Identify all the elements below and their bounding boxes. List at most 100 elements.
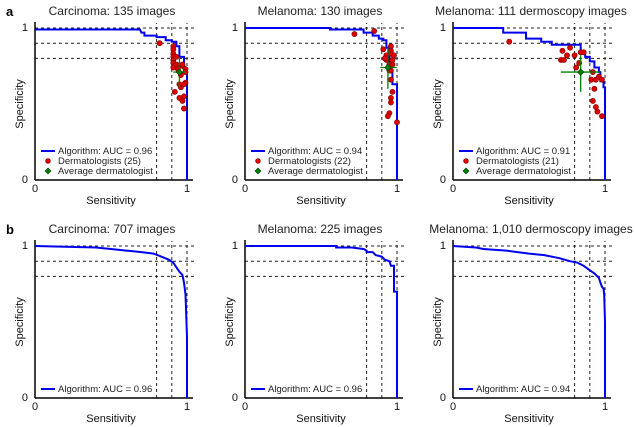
y-axis-label: Specificity [14, 79, 26, 129]
average-dermatologist-point [577, 68, 585, 76]
y-tick-label: 1 [440, 22, 446, 34]
x-tick-label: 1 [602, 183, 608, 195]
dermatologist-point [567, 44, 573, 51]
panel-letter: a [6, 4, 14, 19]
x-axis-label: Sensitivity [504, 195, 554, 207]
dermatologist-point [391, 52, 397, 59]
legend-label: Average dermatologist [268, 166, 363, 177]
dermatologist-point [588, 76, 595, 83]
panel-title: Carcinoma: 135 images [49, 4, 176, 18]
roc-panel: b Carcinoma: 707 images 0 1 0 1 Sensitivity Spe… [6, 222, 197, 425]
x-tick-label: 0 [242, 401, 248, 413]
y-tick-label: 0 [22, 392, 28, 404]
dermatologist-point [389, 61, 396, 68]
legend-label: Dermatologists (21) [476, 156, 559, 167]
average-dermatologist-point [175, 68, 184, 76]
panel-title: Melanoma: 130 images [258, 4, 383, 18]
y-axis-label: Specificity [14, 297, 26, 347]
dermatologist-point [589, 98, 596, 104]
legend-label: Algorithm: AUC = 0.94 [476, 384, 570, 395]
dermatologist-point [351, 31, 358, 37]
legend-label: Algorithm: AUC = 0.94 [268, 146, 362, 157]
y-axis-label: Specificity [432, 297, 444, 347]
x-tick-label: 1 [602, 401, 608, 413]
roc-curve [245, 245, 398, 398]
dermatologist-point [181, 93, 187, 100]
x-axis-label: Sensitivity [296, 413, 346, 425]
dermatologist-point [580, 49, 587, 56]
legend-swatch-dermatologists [255, 158, 261, 164]
y-tick-label: 1 [22, 22, 28, 34]
dermatologist-point [388, 99, 394, 106]
x-axis-label: Sensitivity [86, 195, 136, 207]
dermatologist-point [179, 61, 186, 68]
legend-label: Dermatologists (25) [58, 156, 141, 167]
dermatologist-point [591, 85, 598, 92]
x-tick-label: 1 [184, 401, 190, 413]
y-tick-label: 0 [440, 174, 446, 186]
x-tick-label: 0 [242, 183, 248, 195]
panel-title: Melanoma: 225 images [258, 222, 383, 236]
roc-panel: Melanoma: 130 images 0 1 0 1 Sensitivity Speci… [224, 4, 407, 207]
legend-label: Dermatologists (22) [268, 156, 351, 167]
legend-swatch-average [254, 167, 262, 175]
dermatologist-point [170, 46, 177, 53]
roc-curve [34, 245, 188, 398]
dermatologist-point [394, 119, 400, 126]
roc-curve [452, 245, 606, 398]
panel-title: Carcinoma: 707 images [49, 222, 176, 236]
y-tick-label: 1 [440, 240, 446, 252]
x-tick-label: 1 [394, 183, 400, 195]
dermatologist-point [389, 88, 396, 95]
dermatologist-point [506, 38, 513, 45]
dermatologist-point [388, 43, 394, 50]
panel-title: Melanoma: 111 dermoscopy images [435, 4, 627, 18]
dermatologist-point [381, 55, 388, 62]
dermatologist-point [559, 47, 566, 54]
legend-swatch-dermatologists [463, 158, 469, 164]
x-tick-label: 0 [32, 401, 38, 413]
dermatologist-point [181, 105, 187, 112]
panel-letter: b [6, 222, 14, 237]
legend-label: Algorithm: AUC = 0.91 [476, 146, 570, 157]
dermatologist-point [380, 46, 387, 53]
roc-panel: Melanoma: 225 images 0 1 0 1 Sensitivity Speci… [224, 222, 407, 425]
dermatologist-point [599, 113, 605, 120]
y-tick-label: 0 [232, 174, 238, 186]
dermatologist-point [561, 57, 567, 63]
x-axis-label: Sensitivity [296, 195, 346, 207]
y-tick-label: 1 [232, 240, 238, 252]
y-tick-label: 0 [22, 174, 28, 186]
dermatologist-point [573, 64, 580, 71]
legend-label: Algorithm: AUC = 0.96 [58, 384, 152, 395]
dermatologist-point [388, 76, 394, 83]
dermatologist-point [599, 76, 605, 83]
y-tick-label: 1 [232, 22, 238, 34]
x-tick-label: 1 [394, 401, 400, 413]
x-tick-label: 0 [32, 183, 38, 195]
dermatologist-point [171, 88, 178, 95]
roc-panel: a Carcinoma: 135 images 0 1 0 1 Sensitivity Spe… [6, 4, 197, 207]
x-axis-label: Sensitivity [86, 413, 136, 425]
legend-swatch-dermatologists [45, 158, 51, 164]
dermatologist-point [173, 61, 180, 68]
legend-label: Algorithm: AUC = 0.96 [268, 384, 362, 395]
average-dermatologist-point [384, 63, 392, 72]
legend-label: Average dermatologist [58, 166, 153, 177]
dermatologist-point [173, 53, 180, 60]
legend-swatch-average [44, 167, 52, 175]
dermatologist-point [571, 52, 578, 59]
dermatologist-point [384, 113, 391, 120]
x-tick-label: 0 [450, 401, 456, 413]
x-axis-label: Sensitivity [504, 413, 554, 425]
roc-panel: Melanoma: 111 dermoscopy images 0 1 0 1 Sensi… [432, 4, 627, 207]
panel-title: Melanoma: 1,010 dermoscopy images [429, 222, 632, 236]
roc-panel: Melanoma: 1,010 dermoscopy images 0 1 0 1 Sen… [429, 222, 632, 425]
x-tick-label: 1 [184, 183, 190, 195]
x-tick-label: 0 [450, 183, 456, 195]
legend-swatch-average [462, 167, 470, 175]
y-tick-label: 0 [232, 392, 238, 404]
legend-label: Algorithm: AUC = 0.96 [58, 146, 152, 157]
y-tick-label: 0 [440, 392, 446, 404]
